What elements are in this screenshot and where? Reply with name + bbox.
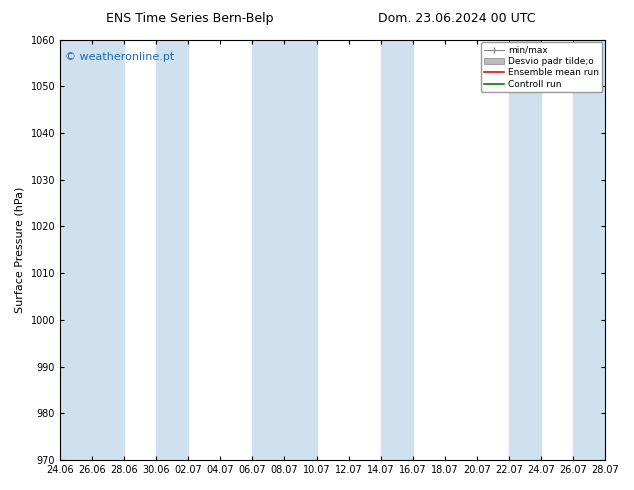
Text: ENS Time Series Bern-Belp: ENS Time Series Bern-Belp (107, 12, 274, 25)
Legend: min/max, Desvio padr tilde;o, Ensemble mean run, Controll run: min/max, Desvio padr tilde;o, Ensemble m… (481, 42, 602, 92)
Bar (156, 40, 188, 460)
Text: © weatheronline.pt: © weatheronline.pt (65, 52, 175, 62)
Bar (60, 40, 124, 460)
Text: Dom. 23.06.2024 00 UTC: Dom. 23.06.2024 00 UTC (378, 12, 535, 25)
Bar (573, 40, 605, 460)
Y-axis label: Surface Pressure (hPa): Surface Pressure (hPa) (15, 187, 25, 313)
Bar (252, 40, 316, 460)
Bar (380, 40, 413, 460)
Bar (509, 40, 541, 460)
